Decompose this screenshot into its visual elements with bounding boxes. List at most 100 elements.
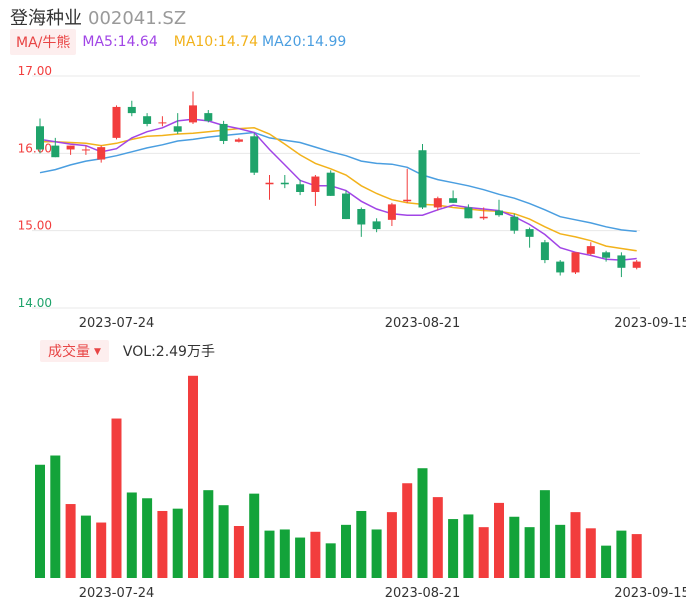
volume-bar [80,515,91,578]
candle-body [510,216,519,231]
candle-body [357,209,366,225]
candle [525,227,534,248]
x-tick-label: 2023-09-15 [614,316,686,330]
candle [510,213,519,234]
volume-bar [509,516,520,578]
candle-body [204,113,213,121]
candle-body [250,136,259,173]
candle-body [403,199,412,202]
volume-bar [142,498,153,578]
ma20-line [39,131,637,233]
ma-indicator-tab[interactable]: MA/牛熊 [10,29,77,55]
y-tick-label: 17.00 [18,64,52,78]
volume-x-tick-label: 2023-07-24 [79,586,155,601]
candle [387,202,396,227]
x-tick-label: 2023-07-24 [79,316,155,330]
candle [433,196,442,211]
volume-bar [295,537,306,578]
ma20-value: MA20:14.99 [262,34,347,50]
volume-bar [203,490,214,578]
ma-legend: MA/牛熊 MA5:14.64 MA10:14.74 MA20:14.99 [10,29,347,55]
stock-name: 登海种业 [10,8,82,29]
candle-body [112,106,121,138]
volume-bar [279,529,290,578]
volume-bar [341,524,351,578]
ma10-value: MA10:14.74 [173,34,259,50]
candle [418,144,427,210]
candle-body [189,105,197,123]
candle-body [479,216,488,219]
candle [586,242,595,256]
volume-bar [402,483,413,578]
candle-body [602,252,611,258]
candle-body [540,242,549,261]
volume-bar [371,529,382,578]
candle-body [495,210,503,216]
candle-body [433,198,442,208]
candle [265,174,274,200]
candle [112,105,121,140]
volume-bar [172,508,183,578]
volume-x-tick-label: 2023-08-21 [385,586,461,601]
volume-bar [325,543,336,578]
volume-bar [50,455,61,578]
candle-body [173,126,182,132]
candle [403,168,412,203]
volume-bar [524,527,535,578]
volume-bar [264,530,275,578]
candle-body [632,261,641,268]
candle [189,91,197,124]
candle [234,137,243,143]
candle-body [449,198,458,203]
candle [632,260,641,270]
volume-bar [601,545,612,578]
volume-tab-label: 成交量 [48,344,90,360]
candle [66,145,75,155]
volume-bar [249,493,260,578]
ma5-value: MA5:14.64 [82,34,158,50]
candle-body [525,229,534,237]
candle [556,260,565,276]
candle [36,118,44,154]
candle-body [234,139,243,142]
candle [479,207,488,220]
candle-body [326,172,335,196]
candle-body [81,149,90,151]
candle [143,113,152,127]
candle-body [97,147,106,160]
candle-body [296,184,305,192]
candle-body [372,221,381,230]
volume-bar [96,522,107,578]
candle-body [586,246,595,254]
volume-bar [126,492,137,578]
volume-bar [233,526,244,578]
volume-indicator-tab[interactable]: 成交量 ▼ [40,340,109,362]
candle-body [418,150,427,208]
volume-bar [65,504,76,578]
volume-bar [494,502,504,578]
candle [571,252,580,274]
volume-bar [432,497,443,578]
volume-bar [448,519,459,578]
x-tick-label: 2023-08-21 [385,316,461,330]
candle [51,137,60,158]
volume-legend: 成交量 ▼ VOL:2.49万手 [40,340,215,362]
candle [540,239,549,264]
volume-bar [478,527,489,578]
candle-body [617,255,626,268]
candle [617,252,626,278]
y-tick-label: 14.00 [18,296,52,310]
volume-bar [35,464,45,578]
candle-body [265,182,274,185]
candle [464,204,473,219]
candle [204,110,213,123]
candle [311,174,320,206]
volume-bar [188,375,198,578]
volume-bar [417,468,428,578]
candle [357,207,366,237]
candle-body [464,207,473,219]
candle [81,145,90,155]
candle [326,170,335,196]
